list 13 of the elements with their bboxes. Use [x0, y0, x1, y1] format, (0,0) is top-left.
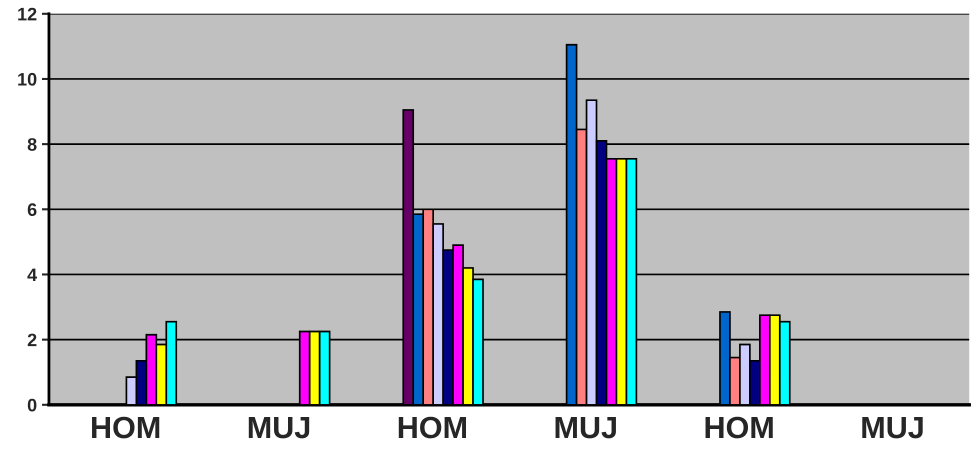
x-tick-label: MUJ [248, 417, 310, 438]
y-tick-label: 10 [18, 72, 36, 86]
y-tick-label: 6 [28, 203, 36, 216]
y-tick-label: 2 [28, 334, 36, 346]
y-tick-label: 4 [27, 268, 38, 282]
x-tick-label: HOM [92, 416, 160, 438]
y-tick-label: 12 [18, 8, 36, 20]
x-tick-label: MUJ [556, 417, 616, 438]
x-tick-label: HOM [398, 416, 466, 438]
y-tick-label: 8 [28, 138, 37, 151]
y-tick-label: 0 [28, 398, 36, 412]
x-tick-label: MUJ [862, 417, 923, 438]
x-tick-label: HOM [706, 416, 773, 438]
